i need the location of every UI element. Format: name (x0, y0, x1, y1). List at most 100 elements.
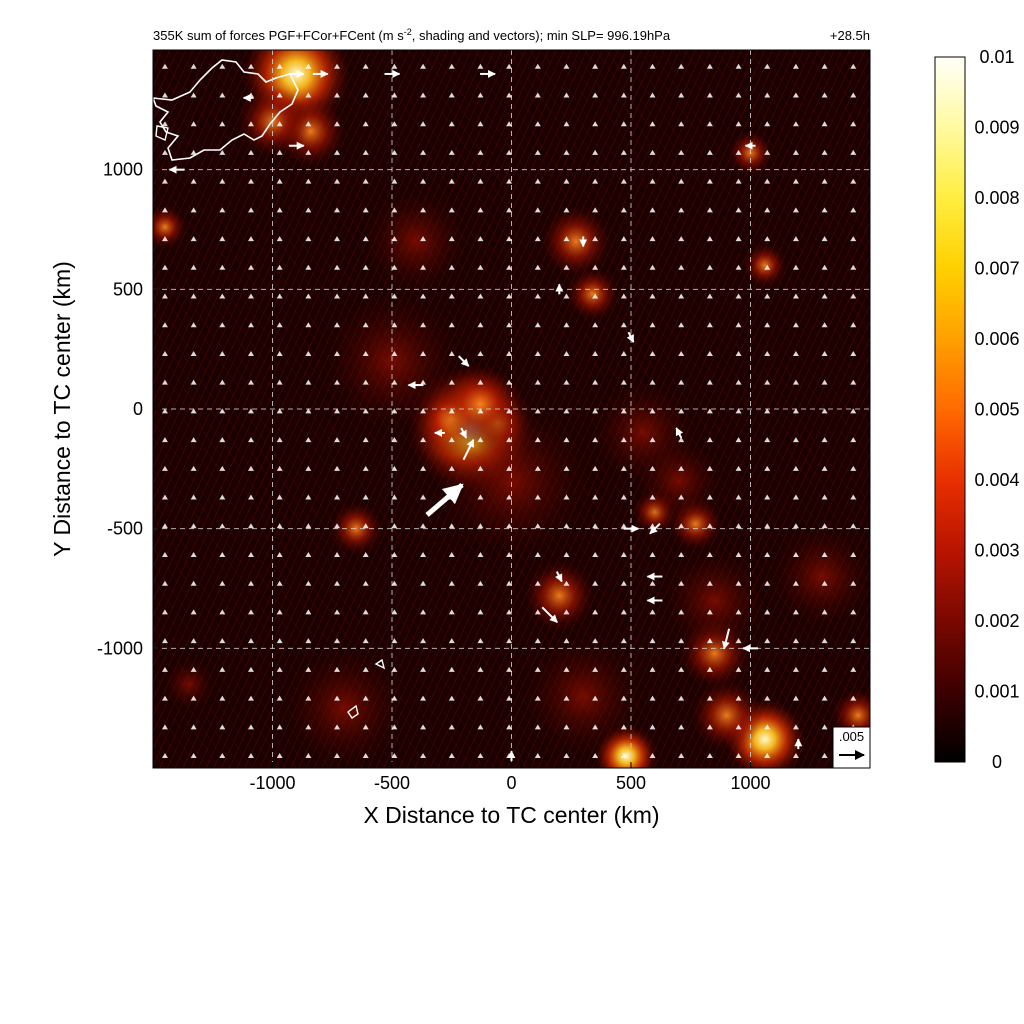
small-vector (821, 523, 828, 529)
small-vector (506, 523, 513, 529)
small-vector (649, 350, 656, 356)
small-vector (649, 580, 656, 586)
small-vector (448, 92, 455, 98)
force-vector (541, 606, 558, 624)
small-vector (247, 523, 254, 529)
small-vector (563, 753, 570, 759)
small-vector (391, 551, 398, 557)
small-vector (821, 551, 828, 557)
small-vector (276, 465, 283, 471)
small-vector (334, 236, 341, 242)
small-vector (764, 465, 771, 471)
small-vector (477, 523, 484, 529)
small-vector (792, 264, 799, 270)
small-vector (735, 293, 742, 299)
chart-title: 355K sum of forces PGF+FCor+FCent (m s-2… (153, 27, 671, 43)
small-vector (276, 322, 283, 328)
small-vector (563, 551, 570, 557)
small-vector (247, 264, 254, 270)
small-vector (477, 408, 484, 414)
small-vector (247, 666, 254, 672)
small-vector (764, 609, 771, 615)
small-vector (792, 609, 799, 615)
small-vector (850, 350, 857, 356)
small-vector (649, 695, 656, 701)
small-vector (563, 523, 570, 529)
small-vector (305, 379, 312, 385)
small-vector (706, 638, 713, 644)
small-vector (506, 494, 513, 500)
small-vector (850, 92, 857, 98)
x-axis-label: X Distance to TC center (km) (363, 802, 659, 828)
small-vector (305, 753, 312, 759)
small-vector (247, 350, 254, 356)
small-vector (821, 408, 828, 414)
small-vector (190, 264, 197, 270)
colorbar-tick-label: 0.002 (974, 611, 1019, 631)
small-vector (735, 92, 742, 98)
small-vector (477, 666, 484, 672)
small-vector (477, 149, 484, 155)
small-vector (735, 580, 742, 586)
small-vector (706, 580, 713, 586)
small-vector (649, 609, 656, 615)
small-vector (649, 149, 656, 155)
small-vector (362, 178, 369, 184)
small-vector (219, 465, 226, 471)
small-vector (362, 666, 369, 672)
small-vector (678, 63, 685, 69)
small-vector (305, 666, 312, 672)
small-vector (563, 695, 570, 701)
small-vector (620, 465, 627, 471)
small-vector (821, 264, 828, 270)
small-vector (276, 63, 283, 69)
small-vector (678, 753, 685, 759)
small-vector (735, 121, 742, 127)
small-vector (592, 580, 599, 586)
small-vector (534, 408, 541, 414)
small-vector (649, 121, 656, 127)
small-vector (735, 264, 742, 270)
small-vector (190, 609, 197, 615)
small-vector (850, 580, 857, 586)
small-vector (305, 551, 312, 557)
small-vector (706, 609, 713, 615)
small-vector (620, 666, 627, 672)
intensity-blob (320, 289, 464, 434)
small-vector (219, 63, 226, 69)
small-vector (305, 695, 312, 701)
small-vector (678, 551, 685, 557)
small-vector (821, 494, 828, 500)
small-vector (678, 350, 685, 356)
small-vector (391, 494, 398, 500)
small-vector (219, 638, 226, 644)
small-vector (420, 494, 427, 500)
small-vector (477, 638, 484, 644)
small-vector (334, 523, 341, 529)
small-vector (391, 465, 398, 471)
small-vector (219, 178, 226, 184)
small-vector (706, 92, 713, 98)
small-vector (563, 379, 570, 385)
small-vector (247, 207, 254, 213)
force-vector (721, 628, 731, 650)
small-vector (420, 695, 427, 701)
small-vector (477, 63, 484, 69)
force-vector (675, 427, 684, 439)
small-vector (706, 408, 713, 414)
small-vector (850, 379, 857, 385)
small-vector (391, 293, 398, 299)
small-vector (821, 178, 828, 184)
small-vector (276, 149, 283, 155)
small-vector (334, 695, 341, 701)
small-vector (735, 408, 742, 414)
small-vector (592, 293, 599, 299)
small-vector (391, 207, 398, 213)
small-vector (821, 236, 828, 242)
small-vector (420, 322, 427, 328)
small-vector (678, 494, 685, 500)
small-vector (219, 121, 226, 127)
small-vector (592, 236, 599, 242)
small-vector (161, 178, 168, 184)
small-vector (792, 580, 799, 586)
